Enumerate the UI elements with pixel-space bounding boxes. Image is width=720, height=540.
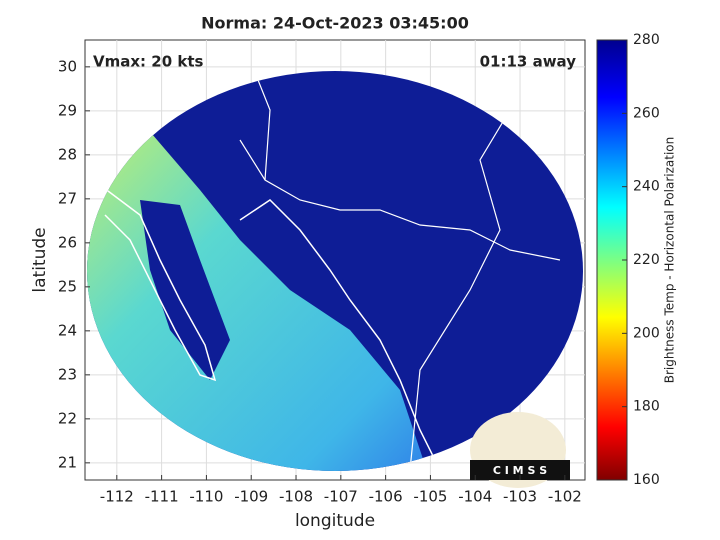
annotation: 01:13 away <box>480 53 577 71</box>
y-tick-label: 28 <box>58 145 77 163</box>
colorbar-tick-label: 200 <box>633 325 660 341</box>
colorbar-tick-label: 220 <box>633 252 660 268</box>
coastline <box>99 184 217 382</box>
x-tick-label: -108 <box>279 488 313 506</box>
colorbar-tick-label: 180 <box>633 399 660 415</box>
peninsula <box>140 200 230 380</box>
x-tick-label: -110 <box>189 488 223 506</box>
x-tick-label: -104 <box>458 488 492 506</box>
y-tick-label: 30 <box>58 57 77 75</box>
colorbar-label: Brightness Temp - Horizontal Polarizatio… <box>663 137 677 384</box>
y-tick-label: 22 <box>58 409 77 427</box>
x-label: longitude <box>295 511 375 531</box>
logo-bar <box>470 460 570 480</box>
border <box>239 139 561 261</box>
y-tick-label: 25 <box>58 277 77 295</box>
satellite-disc <box>87 71 583 471</box>
y-tick-label: 24 <box>58 321 77 339</box>
x-tick-label: -105 <box>413 488 447 506</box>
colorbar-tick-label: 160 <box>633 472 660 488</box>
y-tick-label: 23 <box>58 365 77 383</box>
y-label: latitude <box>30 227 50 292</box>
y-tick-label: 29 <box>58 101 77 119</box>
x-tick-label: -111 <box>145 488 179 506</box>
x-tick-label: -102 <box>548 488 582 506</box>
y-tick-label: 21 <box>58 453 77 471</box>
y-tick-label: 26 <box>58 233 77 251</box>
x-tick-label: -112 <box>100 488 134 506</box>
colorbar-tick-label: 240 <box>633 179 660 195</box>
coastline <box>239 199 441 471</box>
border <box>409 109 511 471</box>
y-tick-label: 27 <box>58 189 77 207</box>
logo: C I M S S <box>493 464 547 477</box>
title: Norma: 24-Oct-2023 03:45:00 <box>201 14 469 33</box>
x-tick-label: -106 <box>369 488 403 506</box>
colorbar-tick-label: 260 <box>633 105 660 121</box>
annotation: Vmax: 20 kts <box>93 53 203 71</box>
x-tick-label: -103 <box>503 488 537 506</box>
colorbar-tick-label: 280 <box>633 32 660 48</box>
x-tick-label: -109 <box>234 488 268 506</box>
x-tick-label: -107 <box>324 488 358 506</box>
